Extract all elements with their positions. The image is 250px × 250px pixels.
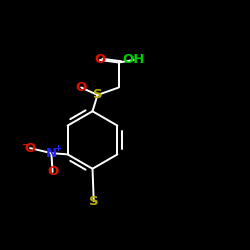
Text: O: O bbox=[24, 142, 36, 154]
Text: O: O bbox=[47, 166, 58, 178]
Text: S: S bbox=[89, 195, 99, 208]
Text: N: N bbox=[46, 146, 57, 160]
Text: O: O bbox=[76, 81, 87, 94]
Text: +: + bbox=[54, 144, 61, 152]
Text: O: O bbox=[94, 54, 106, 66]
Text: OH: OH bbox=[122, 54, 145, 66]
Text: −: − bbox=[22, 140, 30, 150]
Text: S: S bbox=[93, 88, 102, 102]
